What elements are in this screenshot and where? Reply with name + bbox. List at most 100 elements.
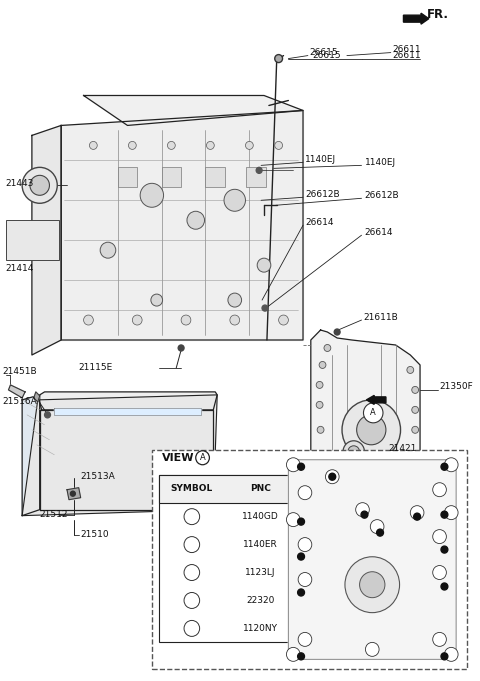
Text: d: d xyxy=(189,596,194,605)
Polygon shape xyxy=(40,410,213,509)
Text: 26614: 26614 xyxy=(305,218,334,227)
Circle shape xyxy=(319,362,326,368)
Circle shape xyxy=(298,463,304,471)
Text: b: b xyxy=(303,490,307,495)
Circle shape xyxy=(256,168,262,174)
Bar xyxy=(159,475,295,503)
Circle shape xyxy=(357,415,386,445)
Circle shape xyxy=(360,572,385,598)
Circle shape xyxy=(228,293,241,307)
Circle shape xyxy=(45,412,50,418)
Circle shape xyxy=(325,470,339,484)
Circle shape xyxy=(184,565,200,580)
Circle shape xyxy=(298,633,312,646)
Circle shape xyxy=(245,142,253,149)
Circle shape xyxy=(414,513,420,520)
Text: 26611: 26611 xyxy=(393,51,421,60)
Polygon shape xyxy=(67,488,81,500)
Circle shape xyxy=(178,345,184,351)
Circle shape xyxy=(342,400,400,460)
Text: 1123LJ: 1123LJ xyxy=(245,568,276,577)
Bar xyxy=(118,168,137,187)
Circle shape xyxy=(181,315,191,325)
Circle shape xyxy=(278,315,288,325)
Text: 21451B: 21451B xyxy=(3,368,37,377)
Bar xyxy=(6,220,59,260)
Text: 1140EJ: 1140EJ xyxy=(364,158,396,167)
Text: a: a xyxy=(449,510,453,515)
Text: 26614: 26614 xyxy=(364,227,393,237)
Circle shape xyxy=(298,518,304,525)
Circle shape xyxy=(407,366,414,373)
Text: 21443: 21443 xyxy=(6,179,34,188)
Polygon shape xyxy=(311,330,420,481)
Text: a: a xyxy=(449,652,453,657)
Bar xyxy=(159,475,295,642)
Circle shape xyxy=(444,458,458,472)
Text: 1140ER: 1140ER xyxy=(243,540,277,549)
FancyArrow shape xyxy=(366,396,386,405)
Text: a: a xyxy=(449,462,453,467)
Text: 26612B: 26612B xyxy=(305,190,339,199)
Text: 22320: 22320 xyxy=(246,596,274,605)
Circle shape xyxy=(140,183,164,207)
Text: A: A xyxy=(200,454,205,462)
Circle shape xyxy=(395,466,402,473)
Circle shape xyxy=(412,386,419,394)
Text: a: a xyxy=(291,652,295,657)
Text: SYMBOL: SYMBOL xyxy=(171,484,213,493)
Polygon shape xyxy=(34,392,40,402)
Text: FR.: FR. xyxy=(427,8,449,21)
Circle shape xyxy=(196,451,209,464)
Text: 26611: 26611 xyxy=(393,45,421,54)
Text: b: b xyxy=(370,647,374,652)
Circle shape xyxy=(298,486,312,500)
Circle shape xyxy=(365,642,379,656)
Bar xyxy=(246,168,266,187)
Circle shape xyxy=(168,142,175,149)
Text: 21115E: 21115E xyxy=(79,364,113,373)
Circle shape xyxy=(151,294,163,306)
Polygon shape xyxy=(84,95,303,125)
Text: 21350F: 21350F xyxy=(440,383,473,392)
Circle shape xyxy=(206,142,214,149)
Circle shape xyxy=(348,446,360,458)
Text: c: c xyxy=(331,474,334,479)
Text: b: b xyxy=(438,570,442,575)
Circle shape xyxy=(343,441,364,463)
Text: VIEW: VIEW xyxy=(162,453,194,463)
Circle shape xyxy=(184,537,200,552)
Polygon shape xyxy=(22,395,40,516)
Circle shape xyxy=(433,565,446,580)
Circle shape xyxy=(441,653,448,660)
Circle shape xyxy=(71,491,75,496)
Circle shape xyxy=(184,592,200,608)
Circle shape xyxy=(433,483,446,496)
Circle shape xyxy=(317,426,324,433)
Circle shape xyxy=(287,513,300,526)
Circle shape xyxy=(262,305,268,311)
Text: c: c xyxy=(361,507,364,512)
Circle shape xyxy=(356,503,369,517)
Bar xyxy=(152,449,467,669)
Text: b: b xyxy=(303,542,307,547)
Circle shape xyxy=(334,329,340,335)
Circle shape xyxy=(361,511,368,518)
Polygon shape xyxy=(61,110,303,340)
Text: 21414: 21414 xyxy=(6,264,34,272)
Circle shape xyxy=(30,175,49,195)
Circle shape xyxy=(412,407,419,413)
Circle shape xyxy=(433,530,446,543)
Circle shape xyxy=(129,142,136,149)
Text: 21516A: 21516A xyxy=(3,398,37,407)
Circle shape xyxy=(22,168,57,204)
Text: b: b xyxy=(438,534,442,539)
Circle shape xyxy=(363,403,383,423)
Circle shape xyxy=(370,520,384,534)
Text: PNC: PNC xyxy=(250,484,271,493)
Text: 21421: 21421 xyxy=(388,444,416,454)
Circle shape xyxy=(184,620,200,637)
Polygon shape xyxy=(38,392,217,410)
Text: 26615: 26615 xyxy=(313,51,341,60)
Circle shape xyxy=(441,463,448,471)
